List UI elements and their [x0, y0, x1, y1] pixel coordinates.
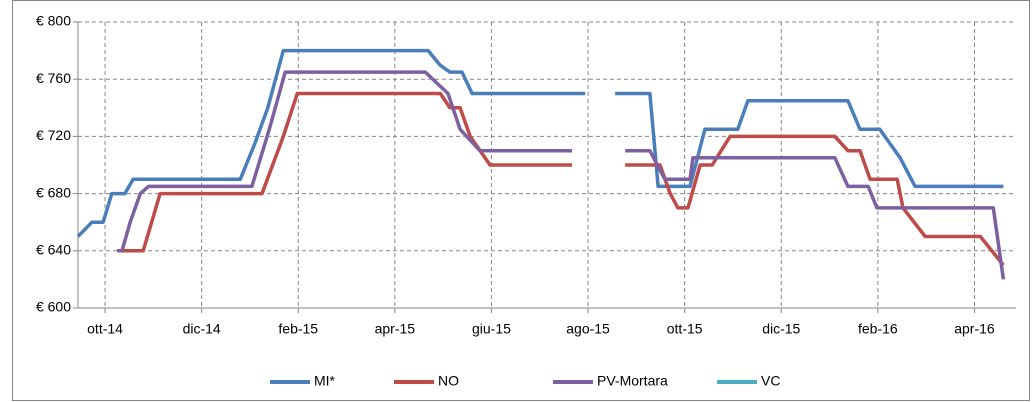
- legend-label: PV-Mortara: [597, 373, 668, 389]
- y-tick-label: € 640: [36, 242, 71, 258]
- x-tick-label: ago-15: [566, 321, 610, 337]
- series-line: [117, 91, 1005, 267]
- y-tick-label: € 680: [36, 184, 71, 200]
- x-tick-label: dic-15: [762, 321, 800, 337]
- y-tick-label: € 600: [36, 299, 71, 315]
- x-tick-label: apr-16: [954, 321, 995, 337]
- legend-label: NO: [438, 373, 459, 389]
- legend-label: MI*: [314, 373, 336, 389]
- series-line: [76, 48, 1004, 238]
- x-tick-label: feb-15: [278, 321, 318, 337]
- x-tick-label: apr-15: [375, 321, 416, 337]
- legend-label: VC: [761, 373, 780, 389]
- y-tick-label: € 800: [36, 13, 71, 29]
- x-tick-label: ott-15: [667, 321, 703, 337]
- chart-frame: [12, 0, 1030, 401]
- y-tick-label: € 720: [36, 127, 71, 143]
- x-tick-label: dic-14: [183, 321, 221, 337]
- y-tick-label: € 760: [36, 70, 71, 86]
- x-tick-label: giu-15: [472, 321, 511, 337]
- x-tick-label: feb-16: [858, 321, 898, 337]
- x-tick-label: ott-14: [87, 321, 123, 337]
- series-line: [117, 70, 1006, 280]
